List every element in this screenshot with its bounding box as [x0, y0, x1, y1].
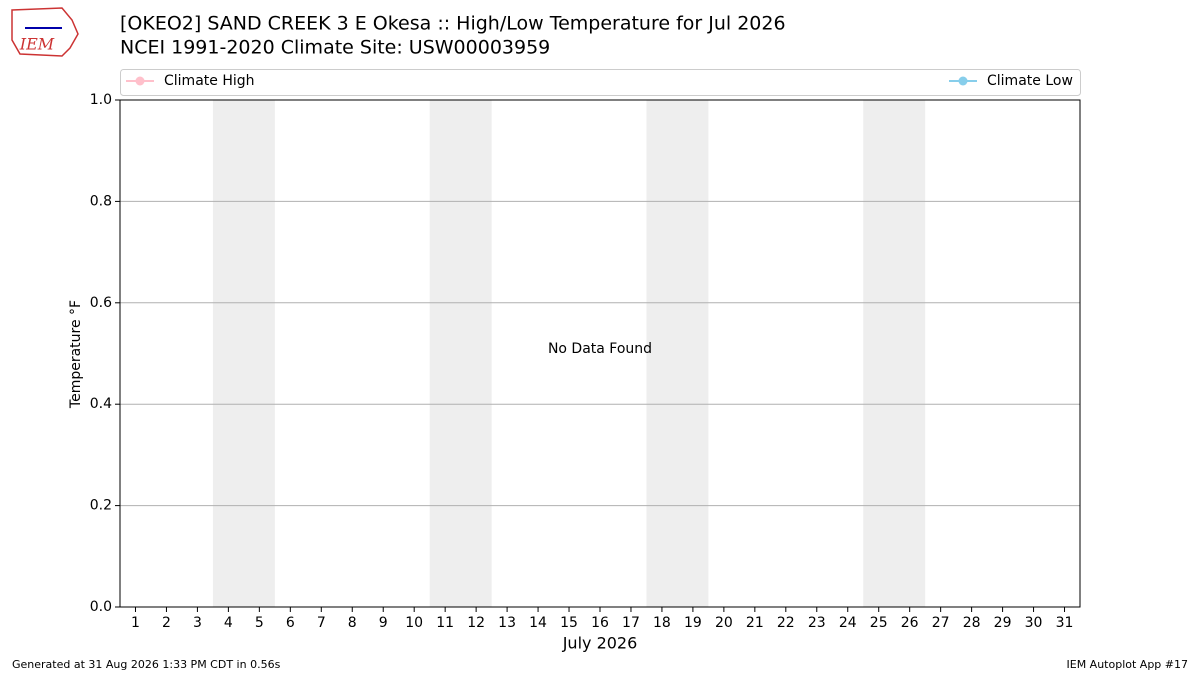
x-tick-label: 20 — [715, 615, 733, 631]
y-tick-label: 0.8 — [90, 193, 112, 209]
y-tick-label: 1.0 — [90, 92, 112, 108]
y-tick-label: 0.2 — [90, 498, 112, 514]
x-tick-label: 15 — [560, 615, 578, 631]
x-tick-label: 24 — [839, 615, 857, 631]
x-tick-label: 31 — [1056, 615, 1074, 631]
x-tick-label: 17 — [622, 615, 640, 631]
x-tick-label: 8 — [348, 615, 357, 631]
y-tick-label: 0.4 — [90, 396, 112, 412]
legend-marker — [135, 76, 145, 86]
x-axis-label: July 2026 — [562, 634, 638, 653]
footer-right: IEM Autoplot App #17 — [1067, 658, 1189, 671]
legend-label: Climate Low — [987, 73, 1073, 89]
x-tick-label: 14 — [529, 615, 547, 631]
y-tick-label: 0.6 — [90, 295, 112, 311]
weekend-shade — [429, 100, 492, 607]
x-tick-label: 29 — [994, 615, 1012, 631]
x-tick-label: 7 — [317, 615, 326, 631]
x-tick-label: 3 — [193, 615, 202, 631]
x-tick-label: 5 — [255, 615, 264, 631]
x-tick-label: 27 — [932, 615, 950, 631]
x-tick-label: 1 — [131, 615, 140, 631]
x-tick-label: 6 — [286, 615, 295, 631]
x-tick-label: 25 — [870, 615, 888, 631]
x-tick-label: 19 — [684, 615, 702, 631]
x-tick-label: 4 — [224, 615, 233, 631]
footer-left: Generated at 31 Aug 2026 1:33 PM CDT in … — [12, 658, 281, 671]
x-tick-label: 10 — [405, 615, 423, 631]
logo-outline — [11, 7, 79, 57]
x-tick-label: 18 — [653, 615, 671, 631]
y-axis-label: Temperature °F — [68, 300, 84, 409]
annotation: No Data Found — [548, 341, 652, 357]
x-tick-label: 30 — [1025, 615, 1043, 631]
x-tick-label: 23 — [808, 615, 826, 631]
legend-box — [120, 69, 1081, 96]
legend-marker — [958, 76, 968, 86]
legend-label: Climate High — [164, 73, 255, 89]
logo: IEM — [11, 7, 79, 57]
x-tick-label: 22 — [777, 615, 795, 631]
plot-frame — [119, 99, 1081, 608]
x-tick-label: 26 — [901, 615, 919, 631]
x-tick-label: 12 — [467, 615, 485, 631]
weekend-shade — [863, 100, 926, 607]
weekend-shade — [212, 100, 275, 607]
weekend-shade — [646, 100, 709, 607]
x-tick-label: 21 — [746, 615, 764, 631]
chart-subtitle: NCEI 1991-2020 Climate Site: USW00003959 — [120, 37, 550, 59]
x-tick-label: 11 — [436, 615, 454, 631]
x-tick-label: 16 — [591, 615, 609, 631]
logo-text: IEM — [19, 35, 55, 54]
x-tick-label: 28 — [963, 615, 981, 631]
x-tick-label: 13 — [498, 615, 516, 631]
chart-title: [OKEO2] SAND CREEK 3 E Okesa :: High/Low… — [120, 13, 786, 35]
x-tick-label: 2 — [162, 615, 171, 631]
x-tick-label: 9 — [379, 615, 388, 631]
y-tick-label: 0.0 — [90, 599, 112, 615]
